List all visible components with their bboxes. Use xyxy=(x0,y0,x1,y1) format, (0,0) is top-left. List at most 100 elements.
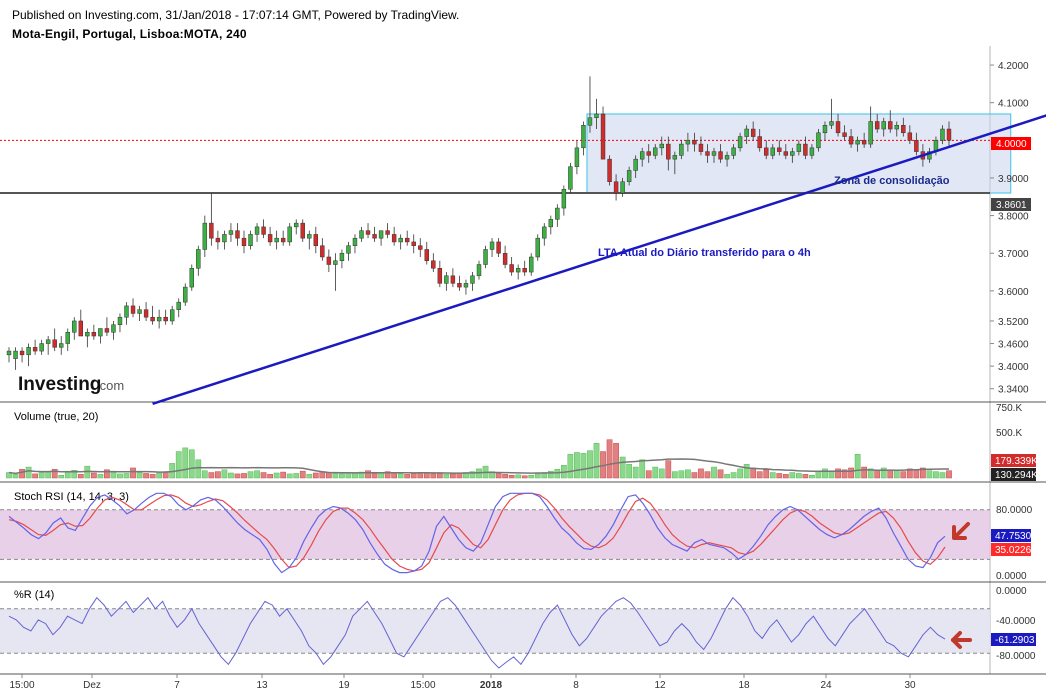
candle-up xyxy=(117,316,123,325)
volume-bar xyxy=(776,473,783,479)
williams-r-tick-0: 0.0000 xyxy=(996,586,1027,597)
candle-up xyxy=(790,151,795,156)
time-tick-label: 2018 xyxy=(480,680,503,691)
price-pane[interactable]: Zona de consolidação LTA Atual do Diário… xyxy=(0,61,1046,405)
volume-bar xyxy=(97,474,104,479)
volume-bar xyxy=(404,474,411,479)
candle-up xyxy=(881,121,886,130)
candle-up xyxy=(72,320,77,333)
candle-up xyxy=(711,151,717,156)
support-price-tag: 3.8601 xyxy=(991,198,1031,211)
svg-text:130.294K: 130.294K xyxy=(995,470,1038,481)
volume-bar xyxy=(528,475,535,479)
candle-down xyxy=(431,260,436,269)
candle-up xyxy=(724,155,730,160)
volume-bar xyxy=(802,474,809,479)
volume-bar xyxy=(123,473,130,479)
candle-up xyxy=(124,305,129,318)
price-tick-label: 3.4000 xyxy=(998,362,1029,373)
candle-down xyxy=(666,143,671,160)
volume-tick-750k: 750.K xyxy=(996,403,1022,414)
volume-bar xyxy=(691,472,698,479)
candle-down xyxy=(104,328,110,333)
candle-up xyxy=(6,350,12,356)
candle-up xyxy=(548,219,554,228)
candle-down xyxy=(150,316,155,322)
candle-down xyxy=(613,181,619,194)
candle-up xyxy=(307,234,312,239)
volume-bar xyxy=(228,472,234,479)
volume-bar xyxy=(58,475,65,479)
candle-up xyxy=(659,143,664,149)
stoch-rsi-k-line xyxy=(8,492,946,574)
candle-up xyxy=(737,136,743,149)
current-price-tag: 4.0000 xyxy=(991,137,1031,150)
candle-down xyxy=(241,237,247,246)
candle-down xyxy=(848,136,854,145)
volume-bar xyxy=(156,472,162,479)
candle-down xyxy=(496,241,501,254)
volume-pane[interactable]: Volume (true, 20) 750.K 500.K 179.339K 1… xyxy=(6,403,1038,481)
volume-bar xyxy=(273,472,280,479)
volume-bar xyxy=(286,473,293,479)
volume-bar xyxy=(724,474,730,479)
candle-up xyxy=(13,350,18,359)
candle-down xyxy=(450,275,456,284)
candle-down xyxy=(385,230,390,235)
volume-bar xyxy=(900,471,907,479)
volume-bar xyxy=(547,470,554,479)
candle-up xyxy=(339,252,345,262)
time-tick-label: 18 xyxy=(738,680,750,691)
volume-title: Volume (true, 20) xyxy=(14,411,98,423)
volume-bar xyxy=(769,472,776,479)
volume-bar xyxy=(208,472,215,479)
candle-down xyxy=(313,234,319,246)
candle-down xyxy=(418,245,423,250)
candle-up xyxy=(574,147,580,167)
volume-bar xyxy=(130,467,136,479)
candle-down xyxy=(718,151,723,160)
price-tick-label: 4.2000 xyxy=(998,61,1029,72)
candle-up xyxy=(359,230,364,239)
svg-text:47.7530: 47.7530 xyxy=(995,531,1032,542)
candle-down xyxy=(907,132,913,141)
candle-up xyxy=(816,132,821,149)
volume-bar xyxy=(639,459,646,479)
time-tick-label: 8 xyxy=(573,680,579,691)
volume-bar xyxy=(215,471,221,479)
time-tick-label: 12 xyxy=(654,680,666,691)
volume-bar xyxy=(312,472,319,479)
volume-bar xyxy=(737,468,743,479)
candle-up xyxy=(98,328,103,337)
volume-bar xyxy=(946,470,952,479)
price-tick-label: 3.5200 xyxy=(998,317,1029,328)
volume-bar xyxy=(809,475,815,479)
time-axis: 15:00 Dez 7 13 19 15:00 2018 8 12 18 24 30 xyxy=(9,674,916,691)
stoch-rsi-pane[interactable]: Stoch RSI (14, 14, 3, 3) 80.0000 0.0000 … xyxy=(0,491,1033,582)
candle-up xyxy=(287,226,292,243)
volume-bar xyxy=(920,467,926,479)
candle-up xyxy=(294,222,299,228)
williams-r-pane[interactable]: %R (14) 0.0000 -40.0000 -80.0000 -61.290… xyxy=(0,586,1036,669)
volume-ma-tag: 130.294K xyxy=(991,468,1038,481)
volume-bar xyxy=(854,454,861,479)
candle-down xyxy=(692,140,697,145)
volume-bar xyxy=(345,472,352,479)
volume-bar xyxy=(580,453,587,479)
volume-bar xyxy=(299,470,306,479)
candle-down xyxy=(757,136,762,149)
volume-bar xyxy=(933,471,939,479)
stoch-rsi-band xyxy=(0,509,990,560)
candle-up xyxy=(620,181,625,194)
volume-bar xyxy=(436,473,443,479)
candle-up xyxy=(626,170,632,182)
volume-bar xyxy=(835,468,841,479)
candle-up xyxy=(561,188,567,209)
candle-down xyxy=(78,320,84,337)
volume-bar xyxy=(508,475,515,479)
volume-bar xyxy=(645,470,652,479)
candle-down xyxy=(698,143,704,152)
candle-up xyxy=(555,207,560,220)
time-tick-label: 24 xyxy=(820,680,832,691)
